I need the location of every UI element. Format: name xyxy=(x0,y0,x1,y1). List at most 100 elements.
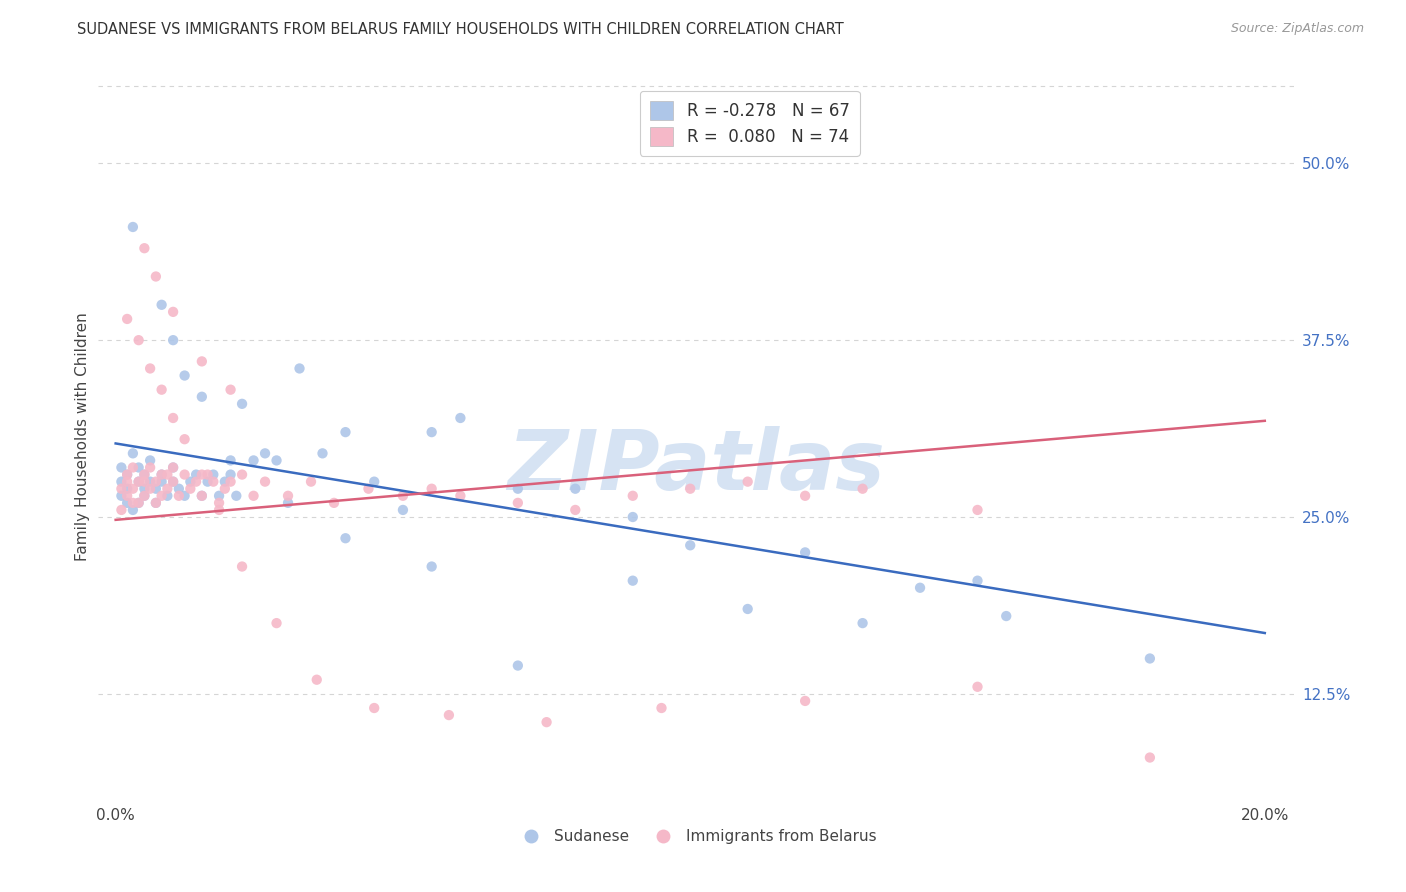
Point xyxy=(122,219,145,234)
Point xyxy=(737,475,759,489)
Point xyxy=(110,489,132,503)
Point xyxy=(179,482,201,496)
Point xyxy=(679,482,702,496)
Text: SUDANESE VS IMMIGRANTS FROM BELARUS FAMILY HOUSEHOLDS WITH CHILDREN CORRELATION : SUDANESE VS IMMIGRANTS FROM BELARUS FAMI… xyxy=(77,22,844,37)
Point xyxy=(288,361,311,376)
Point xyxy=(214,482,236,496)
Point xyxy=(173,368,195,383)
Point xyxy=(162,475,184,489)
Point xyxy=(139,475,162,489)
Point xyxy=(305,673,328,687)
Point xyxy=(357,482,380,496)
Point xyxy=(115,467,138,482)
Point xyxy=(134,467,156,482)
Point xyxy=(128,496,150,510)
Point xyxy=(392,503,415,517)
Point xyxy=(150,298,173,312)
Point xyxy=(134,482,156,496)
Point xyxy=(134,489,156,503)
Point xyxy=(564,482,586,496)
Point xyxy=(266,453,288,467)
Point xyxy=(162,475,184,489)
Point xyxy=(679,538,702,552)
Point xyxy=(122,446,145,460)
Point xyxy=(208,496,231,510)
Point xyxy=(191,489,214,503)
Point xyxy=(242,489,264,503)
Point xyxy=(134,475,156,489)
Point xyxy=(156,489,179,503)
Point xyxy=(231,559,253,574)
Point xyxy=(184,467,207,482)
Point xyxy=(995,609,1018,624)
Point xyxy=(202,467,225,482)
Point xyxy=(145,475,167,489)
Point xyxy=(156,482,179,496)
Point xyxy=(335,425,357,439)
Point xyxy=(150,467,173,482)
Point xyxy=(277,496,299,510)
Point xyxy=(208,503,231,517)
Point xyxy=(173,432,195,446)
Point xyxy=(145,269,167,284)
Point xyxy=(737,602,759,616)
Point xyxy=(908,581,931,595)
Point xyxy=(167,489,190,503)
Point xyxy=(219,467,242,482)
Point xyxy=(335,531,357,545)
Point xyxy=(145,496,167,510)
Point xyxy=(110,460,132,475)
Point xyxy=(311,446,333,460)
Point xyxy=(621,489,644,503)
Point xyxy=(128,475,150,489)
Point xyxy=(1139,750,1161,764)
Point xyxy=(162,460,184,475)
Point xyxy=(506,658,529,673)
Point xyxy=(134,241,156,255)
Point xyxy=(564,503,586,517)
Point xyxy=(128,475,150,489)
Point xyxy=(299,475,322,489)
Point xyxy=(225,489,247,503)
Point xyxy=(197,475,219,489)
Point xyxy=(231,467,253,482)
Point xyxy=(150,467,173,482)
Point xyxy=(242,453,264,467)
Text: ZIPatlas: ZIPatlas xyxy=(508,425,884,507)
Point xyxy=(852,616,875,631)
Point xyxy=(420,482,443,496)
Point xyxy=(173,467,195,482)
Point xyxy=(122,460,145,475)
Point xyxy=(150,383,173,397)
Point xyxy=(197,467,219,482)
Point xyxy=(150,489,173,503)
Point xyxy=(134,467,156,482)
Point xyxy=(254,475,277,489)
Point xyxy=(115,489,138,503)
Point xyxy=(128,496,150,510)
Point xyxy=(150,475,173,489)
Point xyxy=(794,545,817,559)
Point xyxy=(449,489,471,503)
Point xyxy=(449,411,471,425)
Point xyxy=(506,496,529,510)
Point xyxy=(202,475,225,489)
Point xyxy=(536,715,558,730)
Point xyxy=(214,475,236,489)
Point xyxy=(191,390,214,404)
Point xyxy=(110,482,132,496)
Point xyxy=(167,482,190,496)
Point xyxy=(115,496,138,510)
Point xyxy=(145,496,167,510)
Point xyxy=(794,489,817,503)
Point xyxy=(122,496,145,510)
Point xyxy=(506,482,529,496)
Point xyxy=(392,489,415,503)
Point xyxy=(437,708,460,723)
Point xyxy=(162,305,184,319)
Point xyxy=(128,460,150,475)
Point xyxy=(122,482,145,496)
Point xyxy=(122,503,145,517)
Point xyxy=(162,460,184,475)
Point xyxy=(966,503,988,517)
